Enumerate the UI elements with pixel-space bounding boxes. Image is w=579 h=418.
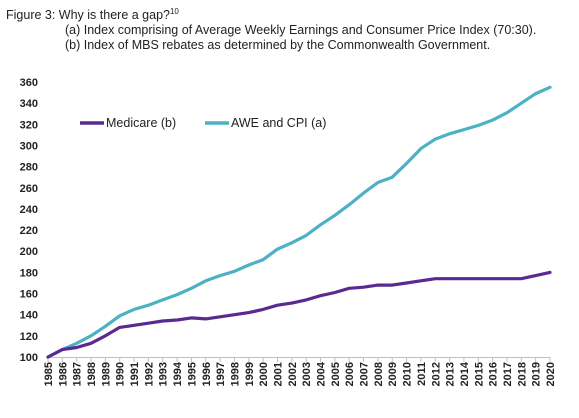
x-tick-label: 1986 [57, 362, 69, 386]
x-tick-label: 2004 [316, 361, 328, 386]
x-tick-label: 2016 [488, 362, 500, 386]
y-tick-label: 280 [20, 162, 38, 174]
x-tick-label: 2002 [287, 362, 299, 386]
figure-title: Figure 3: Why is there a gap? [6, 8, 170, 23]
x-tick-label: 2001 [272, 362, 284, 386]
y-tick-label: 220 [20, 225, 38, 237]
figure-header: Figure 3: Why is there a gap?10 (a) Inde… [6, 4, 574, 53]
x-tick-label: 1988 [86, 362, 98, 386]
x-tick-label: 2011 [416, 362, 428, 386]
x-tick-label: 2006 [344, 362, 356, 386]
x-tick-label: 1994 [172, 361, 184, 386]
y-tick-label: 360 [20, 77, 38, 89]
y-tick-label: 100 [20, 352, 38, 364]
y-tick-label: 160 [20, 289, 38, 301]
x-tick-label: 2005 [330, 362, 342, 386]
series-line-medicare [46, 270, 552, 359]
y-tick-label: 140 [20, 310, 38, 322]
footnote-ref: 10 [169, 7, 179, 16]
x-tick-label: 1991 [129, 362, 141, 386]
axes: 100 120 140 160 180 200 220 240 260 280 300 320 340 3… [20, 77, 557, 386]
x-tick-label: 1990 [115, 362, 127, 386]
figure-subtitle-a: (a) Index comprising of Average Weekly E… [65, 23, 537, 38]
figure-title-line: Figure 3: Why is there a gap?10 [6, 4, 574, 23]
x-tick-label: 1992 [143, 362, 155, 386]
x-tick-label: 2000 [258, 362, 270, 386]
series-lines [46, 85, 552, 359]
y-tick-label: 200 [20, 246, 38, 258]
figure-subtitle-b: (b) Index of MBS rebates as determined b… [65, 38, 491, 53]
y-tick-label: 120 [20, 331, 38, 343]
x-tick-label: 2013 [445, 362, 457, 386]
y-tick-label: 320 [20, 119, 38, 131]
x-tick-label: 2014 [459, 361, 471, 386]
x-tick-label: 2003 [301, 362, 313, 386]
x-tick-label: 2010 [402, 362, 414, 386]
y-tick-label: 180 [20, 267, 38, 279]
x-tick-label: 1987 [72, 362, 84, 386]
legend-medicare-label: Medicare (b) [106, 116, 176, 130]
x-tick-label: 1997 [215, 362, 227, 386]
series-line-awe-cpi [46, 85, 552, 359]
y-tick-label: 240 [20, 204, 38, 216]
x-tick-label: 1996 [201, 362, 213, 386]
x-tick-label: 1993 [158, 362, 170, 386]
x-tick-label: 1989 [100, 362, 112, 386]
x-tick-label: 2008 [373, 362, 385, 386]
x-tick-label: 2020 [545, 362, 557, 386]
x-tick-label: 2009 [387, 362, 399, 386]
x-tick-label: 2019 [531, 362, 543, 386]
x-tick-label: 2015 [473, 362, 485, 386]
x-tick-label: 1985 [43, 362, 55, 386]
x-tick-label: 2012 [430, 362, 442, 386]
y-tick-label: 300 [20, 140, 38, 152]
legend-awe-cpi-label: AWE and CPI (a) [231, 116, 326, 130]
y-tick-label: 260 [20, 183, 38, 195]
y-tick-label: 340 [20, 98, 38, 110]
legend: Medicare (b) AWE and CPI (a) [80, 116, 326, 130]
x-tick-label: 2007 [359, 362, 371, 386]
x-tick-label: 1995 [186, 362, 198, 386]
x-tick-label: 2017 [502, 362, 514, 386]
x-tick-label: 2018 [516, 362, 528, 386]
x-tick-label: 1998 [229, 362, 241, 386]
x-tick-label: 1999 [244, 362, 256, 386]
